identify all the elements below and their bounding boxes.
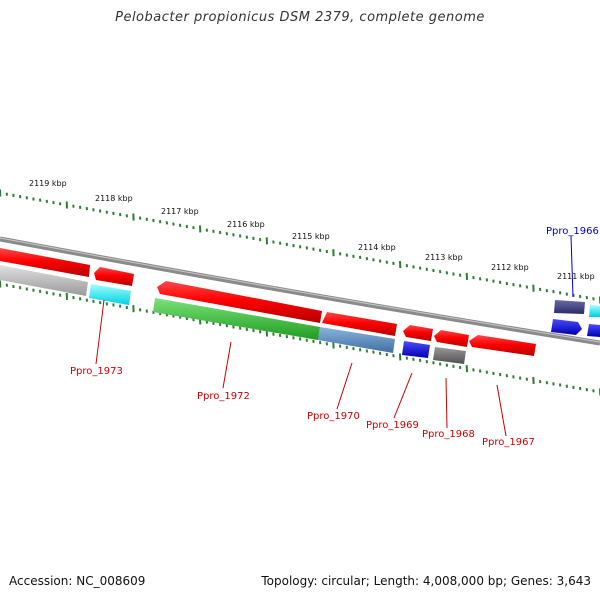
ruler-label: 2116 kbp bbox=[227, 220, 265, 229]
gene-arrow-red[interactable] bbox=[0, 248, 90, 277]
ruler-label: 2115 kbp bbox=[292, 232, 330, 241]
gene-box-steel[interactable] bbox=[318, 327, 395, 353]
leader-line bbox=[445, 377, 448, 429]
gene-box-blue[interactable] bbox=[402, 341, 430, 358]
gene-label[interactable]: Ppro_1966 bbox=[546, 226, 599, 237]
gene-box-cyan[interactable] bbox=[89, 284, 131, 305]
gene-arrow-red[interactable] bbox=[157, 281, 322, 323]
gene-box-green[interactable] bbox=[153, 298, 320, 340]
gene-label[interactable]: Ppro_1968 bbox=[422, 429, 475, 440]
gene-arrow-red[interactable] bbox=[322, 312, 397, 336]
gene-label[interactable]: Ppro_1967 bbox=[482, 437, 535, 448]
ruler-label: 2112 kbp bbox=[491, 263, 529, 272]
ruler-label: 2119 kbp bbox=[29, 179, 67, 188]
gene-arrow-blue[interactable] bbox=[551, 319, 582, 335]
gene-arrow-red[interactable] bbox=[94, 267, 134, 286]
gene-box-cyan[interactable] bbox=[589, 305, 600, 317]
ruler-ticks-inner bbox=[0, 280, 600, 396]
gene-label[interactable]: Ppro_1973 bbox=[70, 366, 123, 377]
ruler-label: 2111 kbp bbox=[557, 272, 595, 281]
gene-label[interactable]: Ppro_1969 bbox=[366, 420, 419, 431]
gene-arrow-blue[interactable] bbox=[587, 324, 600, 337]
leader-line bbox=[393, 372, 413, 419]
genome-summary-text: Topology: circular; Length: 4,008,000 bp… bbox=[261, 574, 591, 588]
leader-line bbox=[496, 384, 507, 437]
gene-label[interactable]: Ppro_1972 bbox=[197, 391, 250, 402]
gene-arrow-red[interactable] bbox=[434, 330, 469, 347]
ruler-ticks-outer bbox=[0, 189, 600, 304]
genome-backbone-highlight bbox=[0, 237, 600, 343]
leader-line bbox=[336, 362, 353, 410]
map-title: Pelobacter propionicus DSM 2379, complet… bbox=[115, 10, 485, 25]
ruler-label: 2117 kbp bbox=[161, 207, 199, 216]
gene-leader-lines bbox=[95, 235, 574, 437]
gene-box-darkgrey[interactable] bbox=[433, 347, 466, 364]
gene-arrow-red[interactable] bbox=[403, 325, 433, 341]
accession-text: Accession: NC_008609 bbox=[9, 574, 146, 588]
gene-box-grey[interactable] bbox=[0, 265, 88, 296]
reverse-strand-features bbox=[0, 265, 600, 364]
ruler-label: 2118 kbp bbox=[95, 194, 133, 203]
ruler-labels: 2119 kbp 2118 kbp 2117 kbp 2116 kbp 2115… bbox=[29, 179, 595, 281]
gene-label[interactable]: Ppro_1970 bbox=[307, 411, 360, 422]
gene-box-navy[interactable] bbox=[554, 300, 585, 314]
leader-line bbox=[570, 235, 574, 298]
leader-line bbox=[95, 299, 105, 365]
ruler-label: 2113 kbp bbox=[425, 253, 463, 262]
genome-backbone bbox=[0, 236, 600, 346]
ruler-label: 2114 kbp bbox=[358, 243, 396, 252]
forward-strand-features bbox=[0, 248, 600, 356]
gene-labels: Ppro_1973 Ppro_1972 Ppro_1970 Ppro_1969 … bbox=[70, 226, 599, 448]
leader-line bbox=[222, 341, 232, 389]
gene-arrow-red[interactable] bbox=[469, 335, 536, 356]
